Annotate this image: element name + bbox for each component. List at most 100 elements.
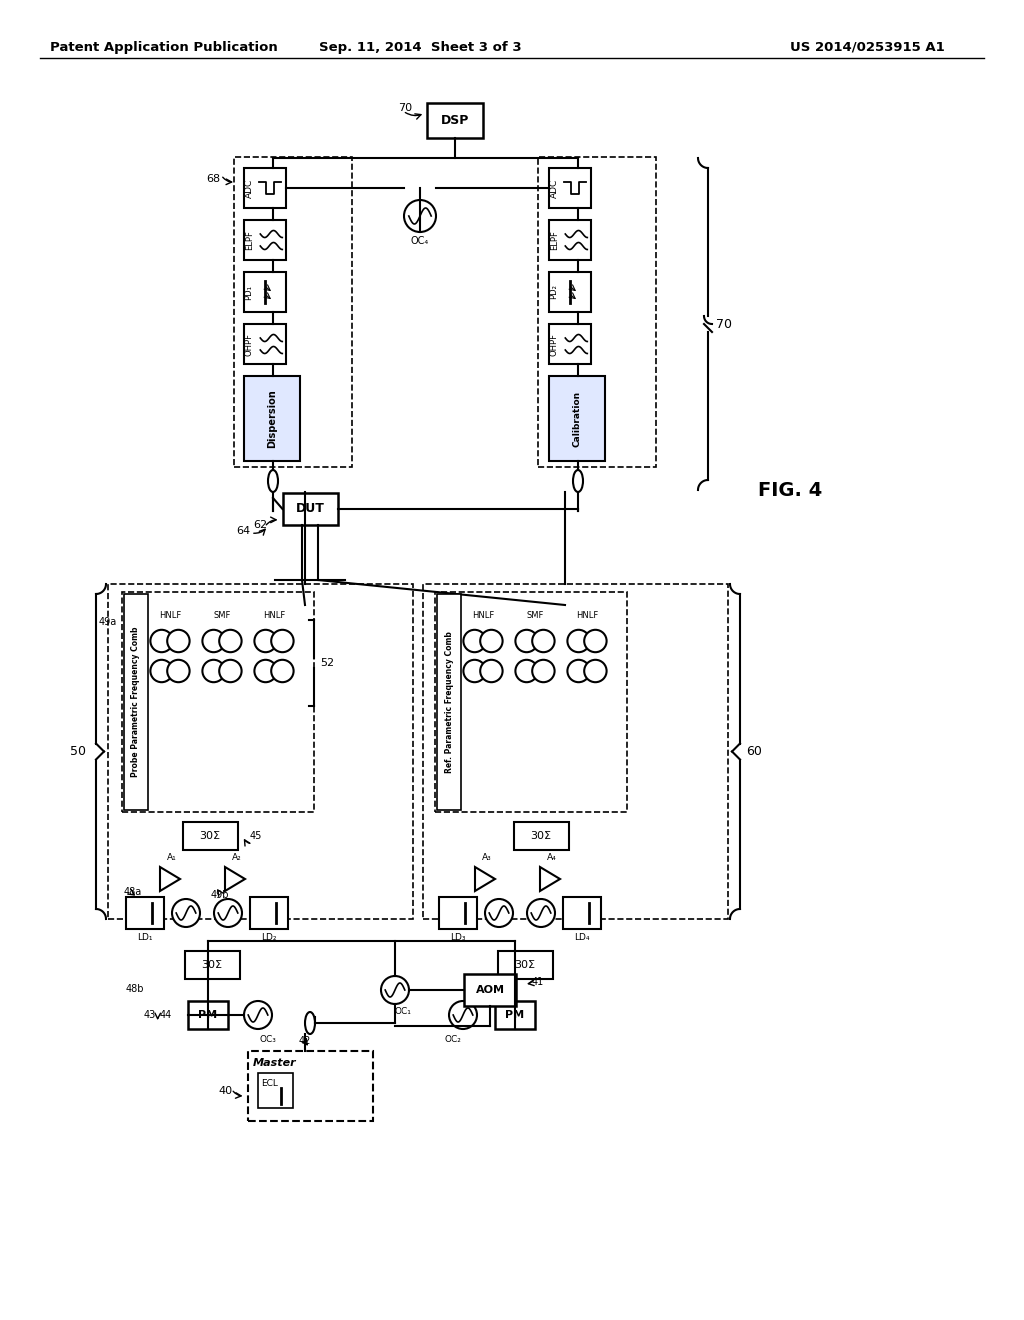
Bar [437,594,461,810]
Text: 42: 42 [299,1036,311,1045]
Bar [549,272,591,312]
Text: Calibration: Calibration [572,391,582,446]
Bar [248,1051,373,1121]
Circle shape [203,630,225,652]
Text: LD₄: LD₄ [574,932,590,941]
Text: 70: 70 [716,318,732,330]
Circle shape [167,630,189,652]
Text: ELPF: ELPF [246,230,255,249]
Bar [513,822,568,850]
Circle shape [480,630,503,652]
Ellipse shape [305,1012,315,1034]
Text: A₄: A₄ [547,854,557,862]
Text: Patent Application Publication: Patent Application Publication [50,41,278,54]
Text: LD₂: LD₂ [261,932,276,941]
Circle shape [485,899,513,927]
Bar [495,1001,535,1030]
Circle shape [219,630,242,652]
Circle shape [567,630,590,652]
Text: PM: PM [199,1010,217,1020]
Ellipse shape [268,470,278,492]
Text: 40: 40 [218,1086,232,1096]
Polygon shape [255,903,276,923]
Text: A₂: A₂ [232,854,242,862]
Bar [244,272,286,312]
Text: 62: 62 [253,520,267,531]
Bar [244,168,286,209]
Bar [427,103,483,139]
Text: OC₃: OC₃ [259,1035,276,1044]
Text: PD₂: PD₂ [550,285,558,300]
Polygon shape [263,1088,281,1104]
Circle shape [172,899,200,927]
Text: 68: 68 [206,174,220,183]
Text: 41: 41 [531,977,544,987]
Text: PM: PM [506,1010,524,1020]
Circle shape [464,630,485,652]
Circle shape [219,660,242,682]
Text: Probe Parametric Frequency Comb: Probe Parametric Frequency Comb [131,627,140,777]
Text: FIG. 4: FIG. 4 [758,480,822,499]
Text: OHPF: OHPF [245,333,254,355]
Text: US 2014/0253915 A1: US 2014/0253915 A1 [790,41,945,54]
Circle shape [254,660,276,682]
Text: ELPF: ELPF [551,230,559,249]
Bar [549,168,591,209]
Text: 30Σ: 30Σ [200,832,220,841]
Circle shape [515,660,538,682]
Bar [250,898,288,929]
Polygon shape [131,903,152,923]
Text: 30Σ: 30Σ [202,960,222,970]
Text: HNLF: HNLF [159,610,181,619]
Text: ECL: ECL [261,1078,279,1088]
Text: Ref. Parametric Frequency Comb: Ref. Parametric Frequency Comb [444,631,454,774]
Bar [464,974,516,1006]
Circle shape [254,630,276,652]
Text: 64: 64 [236,525,250,536]
Text: 70: 70 [398,103,412,114]
Text: 52: 52 [319,657,334,668]
Bar [182,822,238,850]
Bar [184,950,240,979]
Circle shape [480,660,503,682]
Circle shape [515,630,538,652]
Text: HNLF: HNLF [575,610,598,619]
Bar [122,591,314,812]
Circle shape [271,660,294,682]
Circle shape [567,660,590,682]
Text: A₁: A₁ [167,854,177,862]
Circle shape [532,660,555,682]
Text: Sep. 11, 2014  Sheet 3 of 3: Sep. 11, 2014 Sheet 3 of 3 [318,41,521,54]
Bar [563,898,601,929]
Bar [498,950,553,979]
Circle shape [203,660,225,682]
Text: ADC: ADC [550,178,558,198]
Bar [244,376,300,461]
Circle shape [532,630,555,652]
Circle shape [585,630,606,652]
Text: Master: Master [253,1059,296,1068]
Bar [423,583,728,919]
Circle shape [214,899,242,927]
Bar [188,1001,228,1030]
Text: 30Σ: 30Σ [530,832,552,841]
Text: LD₃: LD₃ [451,932,466,941]
Circle shape [585,660,606,682]
Text: 44: 44 [160,1010,172,1020]
Bar [126,898,164,929]
Text: 45: 45 [249,832,262,841]
Polygon shape [444,903,465,923]
Text: 50: 50 [70,744,86,758]
Text: OC₁: OC₁ [394,1007,412,1016]
Text: 60: 60 [746,744,762,758]
Bar [257,1073,293,1107]
Bar [439,898,477,929]
Polygon shape [568,903,589,923]
Text: DSP: DSP [440,114,469,127]
Text: SMF: SMF [526,610,544,619]
Circle shape [151,660,173,682]
Text: 48a: 48a [124,887,142,898]
Circle shape [464,660,485,682]
Text: 49a: 49a [98,616,117,627]
Text: A₃: A₃ [482,854,492,862]
